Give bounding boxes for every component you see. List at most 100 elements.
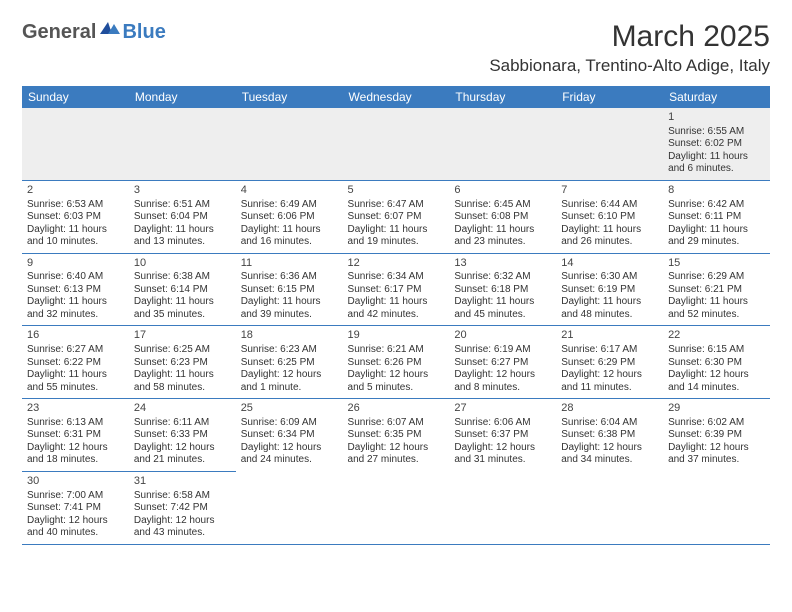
- sunrise-text: Sunrise: 6:34 AM: [348, 271, 445, 284]
- sunset-text: Sunset: 6:17 PM: [348, 284, 445, 297]
- daylight-text: Daylight: 12 hours and 24 minutes.: [241, 442, 338, 467]
- title-block: March 2025 Sabbionara, Trentino-Alto Adi…: [489, 20, 770, 76]
- daylight-text: Daylight: 12 hours and 27 minutes.: [348, 442, 445, 467]
- weekday-header: Tuesday: [236, 86, 343, 108]
- day-number: 7: [561, 184, 658, 198]
- daylight-text: Daylight: 12 hours and 21 minutes.: [134, 442, 231, 467]
- sunrise-text: Sunrise: 7:00 AM: [27, 490, 124, 503]
- page-title: March 2025: [489, 20, 770, 54]
- sunrise-text: Sunrise: 6:45 AM: [454, 199, 551, 212]
- calendar-cell: [449, 471, 556, 544]
- calendar-row: 23Sunrise: 6:13 AMSunset: 6:31 PMDayligh…: [22, 399, 770, 472]
- weekday-header-row: Sunday Monday Tuesday Wednesday Thursday…: [22, 86, 770, 108]
- sunset-text: Sunset: 6:38 PM: [561, 429, 658, 442]
- day-number: 24: [134, 402, 231, 416]
- weekday-header: Thursday: [449, 86, 556, 108]
- logo: General Blue: [22, 20, 166, 44]
- calendar-cell: [236, 471, 343, 544]
- sunrise-text: Sunrise: 6:42 AM: [668, 199, 765, 212]
- calendar-cell: 24Sunrise: 6:11 AMSunset: 6:33 PMDayligh…: [129, 399, 236, 472]
- day-number: 6: [454, 184, 551, 198]
- day-number: 11: [241, 257, 338, 271]
- day-number: 31: [134, 475, 231, 489]
- sunrise-text: Sunrise: 6:25 AM: [134, 344, 231, 357]
- daylight-text: Daylight: 11 hours and 55 minutes.: [27, 369, 124, 394]
- logo-text-2: Blue: [122, 21, 165, 44]
- daylight-text: Daylight: 11 hours and 52 minutes.: [668, 296, 765, 321]
- calendar-cell: 17Sunrise: 6:25 AMSunset: 6:23 PMDayligh…: [129, 326, 236, 399]
- daylight-text: Daylight: 11 hours and 23 minutes.: [454, 224, 551, 249]
- sunset-text: Sunset: 6:26 PM: [348, 357, 445, 370]
- day-number: 30: [27, 475, 124, 489]
- sunset-text: Sunset: 6:31 PM: [27, 429, 124, 442]
- calendar-cell: 9Sunrise: 6:40 AMSunset: 6:13 PMDaylight…: [22, 253, 129, 326]
- day-number: 16: [27, 329, 124, 343]
- sunrise-text: Sunrise: 6:49 AM: [241, 199, 338, 212]
- calendar-cell: 25Sunrise: 6:09 AMSunset: 6:34 PMDayligh…: [236, 399, 343, 472]
- sunrise-text: Sunrise: 6:06 AM: [454, 417, 551, 430]
- calendar-cell: 10Sunrise: 6:38 AMSunset: 6:14 PMDayligh…: [129, 253, 236, 326]
- calendar-row: 30Sunrise: 7:00 AMSunset: 7:41 PMDayligh…: [22, 471, 770, 544]
- calendar-cell: 26Sunrise: 6:07 AMSunset: 6:35 PMDayligh…: [343, 399, 450, 472]
- sunrise-text: Sunrise: 6:44 AM: [561, 199, 658, 212]
- calendar-cell: 13Sunrise: 6:32 AMSunset: 6:18 PMDayligh…: [449, 253, 556, 326]
- sunrise-text: Sunrise: 6:30 AM: [561, 271, 658, 284]
- sunrise-text: Sunrise: 6:17 AM: [561, 344, 658, 357]
- day-number: 18: [241, 329, 338, 343]
- calendar-row: 2Sunrise: 6:53 AMSunset: 6:03 PMDaylight…: [22, 180, 770, 253]
- sunrise-text: Sunrise: 6:04 AM: [561, 417, 658, 430]
- sunrise-text: Sunrise: 6:53 AM: [27, 199, 124, 212]
- sunset-text: Sunset: 6:29 PM: [561, 357, 658, 370]
- calendar-cell: 19Sunrise: 6:21 AMSunset: 6:26 PMDayligh…: [343, 326, 450, 399]
- weekday-header: Saturday: [663, 86, 770, 108]
- sunset-text: Sunset: 6:07 PM: [348, 211, 445, 224]
- daylight-text: Daylight: 12 hours and 31 minutes.: [454, 442, 551, 467]
- day-number: 12: [348, 257, 445, 271]
- calendar-cell: 30Sunrise: 7:00 AMSunset: 7:41 PMDayligh…: [22, 471, 129, 544]
- calendar-cell: 3Sunrise: 6:51 AMSunset: 6:04 PMDaylight…: [129, 180, 236, 253]
- calendar-row: 1Sunrise: 6:55 AMSunset: 6:02 PMDaylight…: [22, 108, 770, 180]
- calendar-cell: 22Sunrise: 6:15 AMSunset: 6:30 PMDayligh…: [663, 326, 770, 399]
- sunset-text: Sunset: 6:06 PM: [241, 211, 338, 224]
- sunset-text: Sunset: 6:13 PM: [27, 284, 124, 297]
- day-number: 26: [348, 402, 445, 416]
- weekday-header: Friday: [556, 86, 663, 108]
- header: General Blue March 2025 Sabbionara, Tren…: [22, 20, 770, 76]
- sunset-text: Sunset: 7:42 PM: [134, 502, 231, 515]
- day-number: 22: [668, 329, 765, 343]
- day-number: 19: [348, 329, 445, 343]
- daylight-text: Daylight: 12 hours and 37 minutes.: [668, 442, 765, 467]
- daylight-text: Daylight: 12 hours and 43 minutes.: [134, 515, 231, 540]
- day-number: 27: [454, 402, 551, 416]
- calendar-cell: [343, 471, 450, 544]
- sunset-text: Sunset: 6:04 PM: [134, 211, 231, 224]
- daylight-text: Daylight: 12 hours and 8 minutes.: [454, 369, 551, 394]
- sunset-text: Sunset: 6:39 PM: [668, 429, 765, 442]
- sunrise-text: Sunrise: 6:40 AM: [27, 271, 124, 284]
- sunrise-text: Sunrise: 6:19 AM: [454, 344, 551, 357]
- logo-text-1: General: [22, 21, 96, 44]
- daylight-text: Daylight: 11 hours and 42 minutes.: [348, 296, 445, 321]
- sunset-text: Sunset: 6:22 PM: [27, 357, 124, 370]
- day-number: 8: [668, 184, 765, 198]
- daylight-text: Daylight: 11 hours and 6 minutes.: [668, 151, 765, 176]
- sunrise-text: Sunrise: 6:51 AM: [134, 199, 231, 212]
- daylight-text: Daylight: 11 hours and 10 minutes.: [27, 224, 124, 249]
- sunrise-text: Sunrise: 6:29 AM: [668, 271, 765, 284]
- day-number: 9: [27, 257, 124, 271]
- calendar-cell: [663, 471, 770, 544]
- calendar-cell: 5Sunrise: 6:47 AMSunset: 6:07 PMDaylight…: [343, 180, 450, 253]
- day-number: 2: [27, 184, 124, 198]
- calendar-cell: 21Sunrise: 6:17 AMSunset: 6:29 PMDayligh…: [556, 326, 663, 399]
- daylight-text: Daylight: 11 hours and 13 minutes.: [134, 224, 231, 249]
- sunrise-text: Sunrise: 6:27 AM: [27, 344, 124, 357]
- calendar-cell: 2Sunrise: 6:53 AMSunset: 6:03 PMDaylight…: [22, 180, 129, 253]
- sunrise-text: Sunrise: 6:36 AM: [241, 271, 338, 284]
- sunrise-text: Sunrise: 6:58 AM: [134, 490, 231, 503]
- daylight-text: Daylight: 12 hours and 1 minute.: [241, 369, 338, 394]
- day-number: 17: [134, 329, 231, 343]
- sunrise-text: Sunrise: 6:23 AM: [241, 344, 338, 357]
- sunset-text: Sunset: 6:35 PM: [348, 429, 445, 442]
- daylight-text: Daylight: 11 hours and 16 minutes.: [241, 224, 338, 249]
- sunrise-text: Sunrise: 6:09 AM: [241, 417, 338, 430]
